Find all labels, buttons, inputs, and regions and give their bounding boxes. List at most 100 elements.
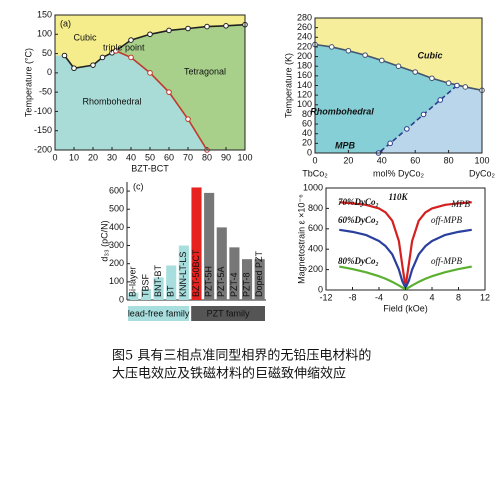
bar-label: PZT-5H bbox=[204, 266, 214, 297]
data-point bbox=[445, 80, 452, 86]
data-point bbox=[420, 111, 427, 118]
annotation: MPB bbox=[451, 199, 471, 209]
data-point bbox=[166, 89, 172, 95]
data-point bbox=[147, 70, 153, 76]
bar bbox=[216, 227, 227, 300]
bar-label: PZT-4 bbox=[229, 272, 239, 297]
data-point bbox=[345, 47, 352, 54]
bar bbox=[241, 259, 253, 300]
y-tick-label: 600 bbox=[109, 185, 124, 195]
y-tick-label: 160 bbox=[297, 70, 312, 80]
x-tick-label: -8 bbox=[348, 292, 356, 302]
data-point bbox=[462, 84, 469, 90]
x-tick-label: 0 bbox=[52, 152, 57, 162]
y-tick-label: 500 bbox=[109, 204, 124, 214]
region-label: Cubic bbox=[417, 50, 442, 60]
y-tick-label: 40 bbox=[302, 128, 312, 138]
data-point bbox=[166, 27, 172, 34]
data-point bbox=[61, 52, 68, 59]
y-tick-label: 0 bbox=[47, 67, 52, 77]
bar bbox=[229, 247, 240, 300]
caption-line: 大压电效应及铁磁材料的巨磁致伸缩效应 bbox=[112, 366, 346, 382]
data-point bbox=[223, 23, 229, 29]
y-tick-label: 1000 bbox=[303, 182, 323, 192]
y-tick-label: 80 bbox=[302, 109, 312, 119]
x-tick-label: 60 bbox=[410, 155, 420, 165]
y-tick-label: 200 bbox=[109, 258, 124, 268]
region-fill bbox=[315, 18, 482, 91]
series-label: 80%DyCo₂ bbox=[338, 256, 379, 266]
data-point bbox=[128, 54, 134, 61]
data-point bbox=[71, 65, 77, 72]
bar bbox=[153, 277, 164, 300]
data-point bbox=[395, 63, 402, 70]
y-tick-label: 100 bbox=[109, 276, 124, 286]
y-tick-label: 0 bbox=[119, 294, 124, 304]
bar-label: KNN-LT-LS bbox=[178, 252, 188, 297]
x-axis-title: BZT-BCT bbox=[131, 163, 169, 173]
y-axis-title: d₃₃ (pC/N) bbox=[99, 220, 109, 261]
region-label: Cubic bbox=[73, 32, 97, 42]
y-axis-title: Magnetostrain ε ×10⁻⁶ bbox=[296, 194, 306, 284]
y-tick-label: 50 bbox=[42, 48, 52, 58]
panel-label: (a) bbox=[60, 18, 71, 28]
region-label: Rhombohedral bbox=[82, 96, 141, 106]
x-tick-label: 80 bbox=[444, 155, 454, 165]
data-point bbox=[379, 57, 385, 64]
bar-label: Doped PZT bbox=[254, 250, 264, 297]
legend-label: PZT family bbox=[207, 308, 250, 318]
data-point bbox=[128, 37, 134, 43]
y-tick-label: 100 bbox=[37, 29, 52, 39]
y-tick-label: 100 bbox=[297, 99, 312, 109]
data-point bbox=[147, 31, 153, 38]
y-tick-label: 260 bbox=[297, 22, 312, 32]
data-point bbox=[328, 44, 335, 50]
region-fill bbox=[55, 50, 207, 150]
data-point bbox=[113, 48, 119, 54]
data-point bbox=[437, 97, 444, 103]
y-tick-label: 180 bbox=[297, 61, 312, 71]
region-fill bbox=[315, 44, 457, 154]
y-tick-label: 800 bbox=[308, 203, 323, 213]
region-label: Rhombohedral bbox=[310, 106, 374, 116]
y-tick-label: 0 bbox=[307, 147, 312, 157]
x-axis-title: Field (kOe) bbox=[383, 303, 428, 313]
legend-label: lead-free family bbox=[128, 308, 190, 318]
bar-label: BZT-50BCT bbox=[191, 249, 201, 297]
y-tick-label: 60 bbox=[302, 118, 312, 128]
y-tick-label: 280 bbox=[297, 12, 312, 22]
x-tick-label: 30 bbox=[107, 152, 117, 162]
x-tick-label: 100 bbox=[237, 152, 252, 162]
series-label: 60%DyCo₂ bbox=[338, 215, 379, 225]
y-tick-label: -100 bbox=[34, 106, 52, 116]
x-tick-label: 0 bbox=[312, 155, 317, 165]
bar-label: Bi-layer bbox=[128, 266, 138, 297]
annotation: off-MPB bbox=[431, 256, 462, 266]
x-tick-label: 40 bbox=[377, 155, 387, 165]
x-tick-label: 4 bbox=[429, 292, 434, 302]
bar bbox=[254, 259, 265, 300]
y-tick-label: 150 bbox=[37, 9, 52, 19]
bar bbox=[140, 289, 152, 300]
y-tick-label: 200 bbox=[308, 264, 323, 274]
data-point bbox=[412, 69, 419, 75]
y-tick-label: 120 bbox=[297, 90, 312, 100]
bar bbox=[128, 292, 139, 300]
bar bbox=[178, 245, 189, 300]
annotation: triple point bbox=[103, 42, 145, 52]
x-tick-label: 0 bbox=[403, 292, 408, 302]
bar-label: PZT-5A bbox=[216, 266, 226, 297]
x-tick-label: -12 bbox=[319, 292, 332, 302]
y-tick-label: -150 bbox=[34, 125, 52, 135]
y-tick-label: 0 bbox=[318, 284, 323, 294]
x-tick-label: 70 bbox=[183, 152, 193, 162]
y-tick-label: 20 bbox=[302, 138, 312, 148]
y-tick-label: 200 bbox=[297, 51, 312, 61]
annotation: 110K bbox=[388, 192, 408, 202]
x-tick-label: 90 bbox=[221, 152, 231, 162]
y-tick-label: 220 bbox=[297, 41, 312, 51]
x-tick-label: 60 bbox=[164, 152, 174, 162]
bar-label: BT bbox=[166, 285, 176, 297]
